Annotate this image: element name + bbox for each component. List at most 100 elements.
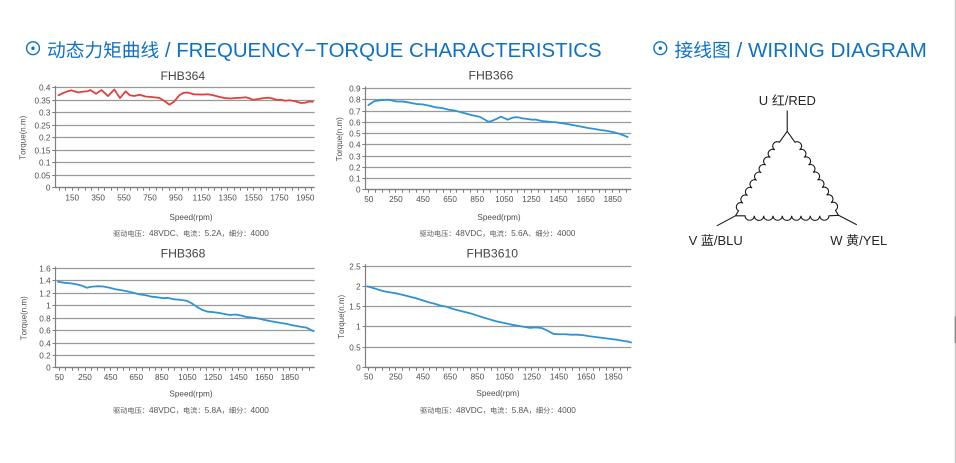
svg-text:/YEL: /YEL [859,233,887,248]
svg-text:850: 850 [471,373,485,382]
svg-text:650: 650 [129,373,143,382]
svg-text:4000: 4000 [250,228,269,238]
svg-text:0.15: 0.15 [34,146,50,155]
svg-text:0.8: 0.8 [349,95,361,104]
svg-text:/ FREQUENCY−TORQUE CHARACTERIS: / FREQUENCY−TORQUE CHARACTERISTICS [165,40,602,62]
svg-text:1850: 1850 [281,373,300,382]
svg-text:0.05: 0.05 [34,171,50,180]
svg-text:1150: 1150 [193,194,212,203]
svg-text:0.4: 0.4 [39,339,51,348]
svg-text:250: 250 [78,373,92,382]
svg-text:250: 250 [389,373,403,382]
svg-text:650: 650 [443,373,457,382]
svg-text:0.3: 0.3 [349,152,361,161]
svg-text:250: 250 [389,195,403,204]
svg-text:850: 850 [470,195,484,204]
svg-text:450: 450 [416,373,430,382]
svg-text:/BLU: /BLU [714,233,743,248]
svg-text:0.5: 0.5 [349,343,361,352]
svg-text:1: 1 [356,322,361,331]
svg-text:0.35: 0.35 [34,96,50,105]
svg-text:850: 850 [155,373,169,382]
svg-text:1.4: 1.4 [39,276,51,285]
svg-text:4000: 4000 [557,405,576,415]
svg-text:5.2A: 5.2A [205,228,223,238]
svg-text:1250: 1250 [523,373,542,382]
svg-text:1450: 1450 [550,373,569,382]
svg-text:0.25: 0.25 [34,121,50,130]
svg-text:0.6: 0.6 [39,326,51,335]
svg-text:0.1: 0.1 [39,158,51,167]
svg-text:1050: 1050 [495,195,514,204]
svg-text:U: U [759,93,768,108]
svg-text:0.9: 0.9 [349,84,361,93]
svg-text:1050: 1050 [495,373,514,382]
svg-text:1450: 1450 [549,195,568,204]
svg-text:50: 50 [364,373,374,382]
svg-text:0.3: 0.3 [39,108,51,117]
svg-text:5.8A: 5.8A [512,405,530,415]
svg-text:1250: 1250 [204,373,223,382]
svg-text:Speed(rpm): Speed(rpm) [476,389,520,398]
svg-text:48VDC: 48VDC [456,228,483,238]
svg-text:/ WIRING DIAGRAM: / WIRING DIAGRAM [736,39,926,62]
svg-text:0.5: 0.5 [349,129,361,138]
svg-text:1450: 1450 [229,373,248,382]
svg-text:450: 450 [104,373,118,382]
svg-text:0: 0 [46,363,51,372]
svg-text:1650: 1650 [255,373,274,382]
svg-text:4000: 4000 [557,228,576,238]
svg-text:2: 2 [356,282,361,291]
svg-text:Speed(rpm): Speed(rpm) [169,389,213,398]
svg-text:1350: 1350 [219,194,238,203]
svg-text:0.4: 0.4 [349,140,361,149]
svg-text:V: V [689,233,698,248]
svg-text:1.2: 1.2 [39,289,51,298]
svg-text:650: 650 [443,195,457,204]
svg-text:Torque(n.m): Torque(n.m) [19,115,28,159]
svg-text:0.2: 0.2 [349,163,361,172]
svg-text:950: 950 [169,194,183,203]
svg-text:1650: 1650 [577,373,596,382]
svg-text:1.6: 1.6 [39,264,51,273]
svg-text:W: W [830,233,843,248]
svg-text:48VDC: 48VDC [456,405,483,415]
svg-text:1: 1 [46,301,51,310]
svg-text:Torque(n.m): Torque(n.m) [20,296,29,340]
svg-text:1950: 1950 [296,194,315,203]
svg-text:48VDC: 48VDC [149,228,176,238]
svg-text:48VDC: 48VDC [149,405,176,415]
svg-text:FHB366: FHB366 [469,69,514,83]
svg-text:Speed(rpm): Speed(rpm) [477,213,521,222]
svg-text:Torque(n.m): Torque(n.m) [335,117,344,161]
svg-text:0: 0 [356,363,361,372]
svg-text:0.7: 0.7 [349,107,361,116]
svg-text:0.6: 0.6 [349,118,361,127]
svg-text:0.8: 0.8 [39,314,51,323]
svg-text:750: 750 [143,194,157,203]
svg-text:550: 550 [117,194,131,203]
svg-text:FHB368: FHB368 [161,246,206,260]
svg-text:0: 0 [46,183,51,192]
svg-text:0: 0 [356,185,361,194]
svg-text:350: 350 [91,194,105,203]
svg-text:1250: 1250 [522,195,541,204]
svg-text:1650: 1650 [576,195,595,204]
svg-text:5.8A: 5.8A [205,405,223,415]
svg-text:150: 150 [65,194,79,203]
svg-text:2.5: 2.5 [349,262,361,271]
svg-text:FHB3610: FHB3610 [467,246,519,260]
svg-text:Torque(n.m): Torque(n.m) [337,294,346,338]
svg-text:50: 50 [55,373,65,382]
svg-text:Speed(rpm): Speed(rpm) [169,213,213,222]
svg-text:1050: 1050 [178,373,197,382]
svg-text:0.4: 0.4 [39,83,51,92]
svg-text:0.2: 0.2 [39,133,51,142]
svg-text:/RED: /RED [785,93,816,108]
svg-text:0.1: 0.1 [349,174,361,183]
svg-text:1550: 1550 [244,194,263,203]
svg-text:0.2: 0.2 [39,351,51,360]
svg-text:5.6A: 5.6A [511,228,529,238]
svg-text:1.5: 1.5 [349,302,361,311]
svg-text:4000: 4000 [250,405,269,415]
